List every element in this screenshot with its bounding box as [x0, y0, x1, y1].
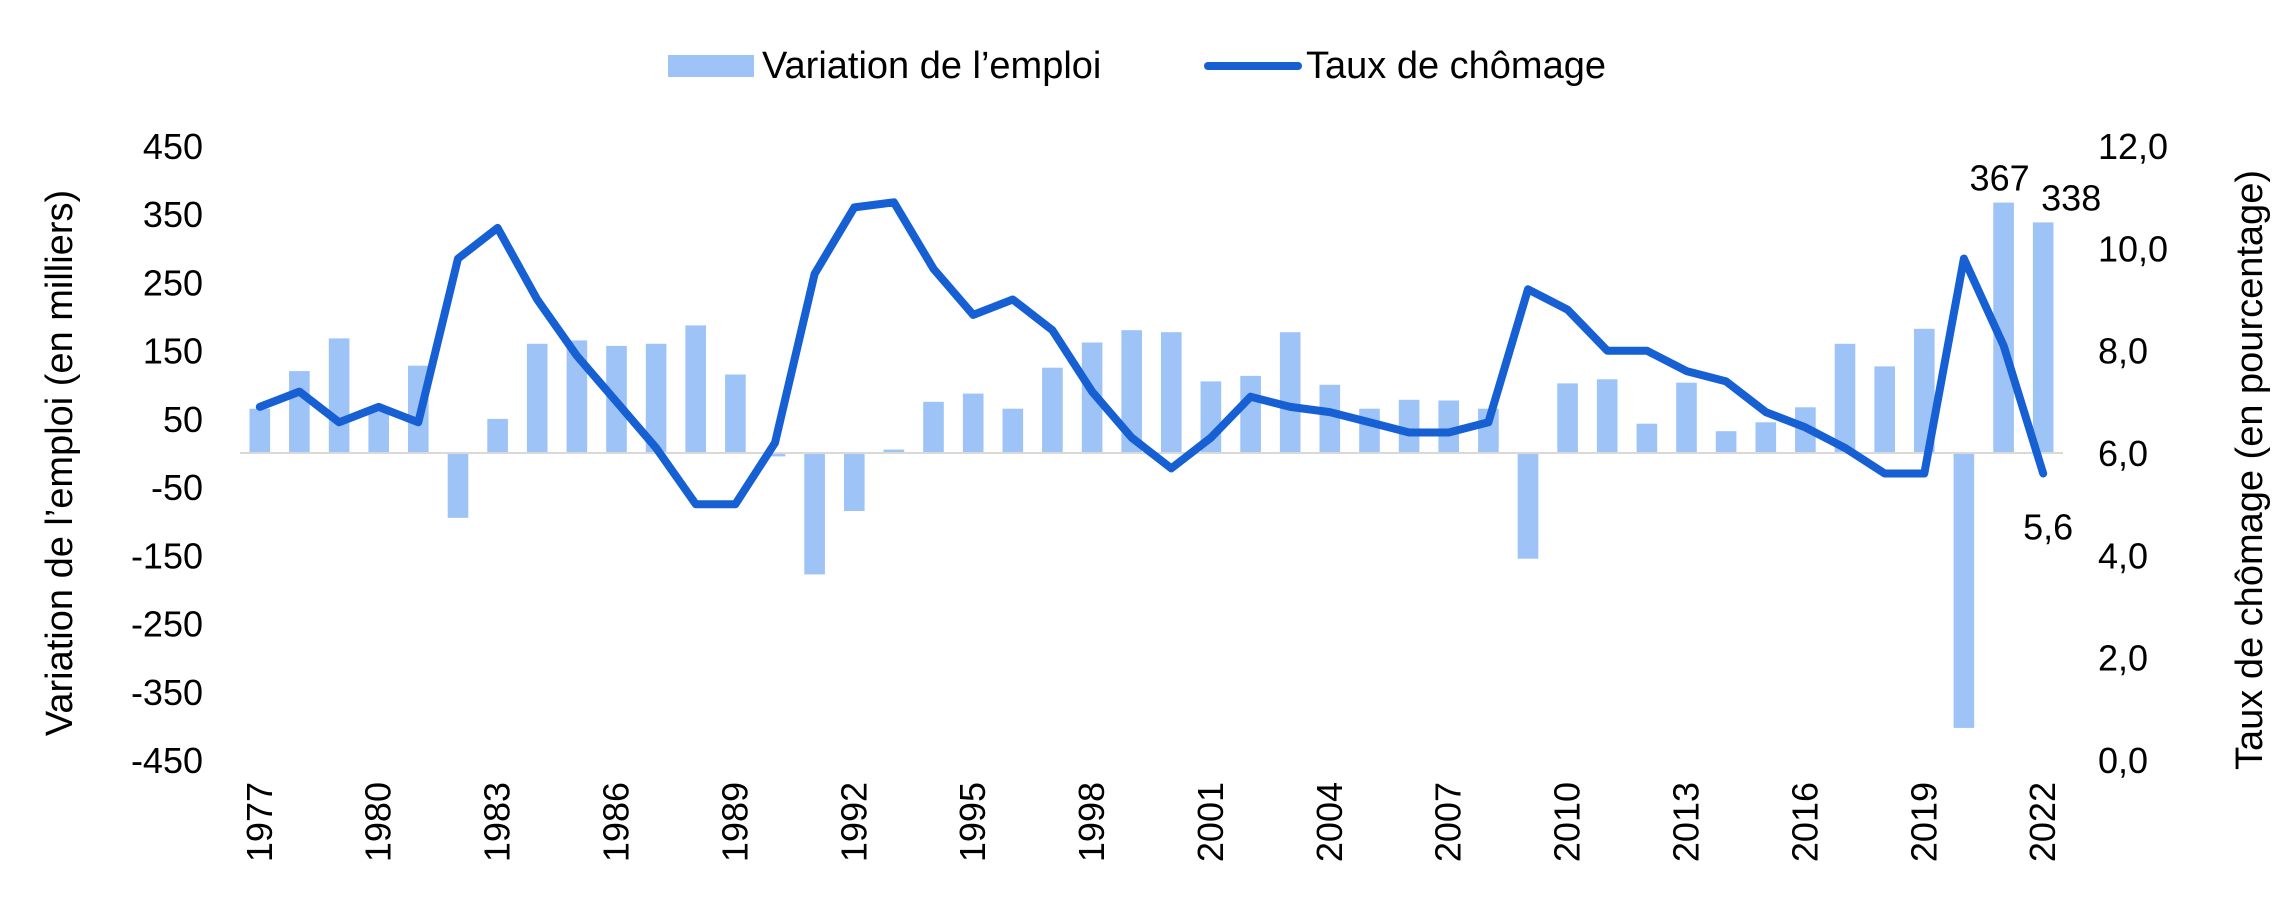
- bar-2013: [1676, 382, 1697, 453]
- bar-1980: [368, 408, 389, 453]
- x-tick-label: 1989: [714, 782, 755, 862]
- bar-1994: [923, 401, 944, 453]
- x-tick-label: 2004: [1309, 782, 1350, 862]
- bar-1997: [1042, 367, 1063, 453]
- left-tick-label: -350: [131, 672, 203, 713]
- bar-2014: [1715, 431, 1737, 453]
- left-tick-label: 150: [143, 331, 203, 372]
- right-axis-title: Taux de chômage (en pourcentage): [2229, 170, 2271, 770]
- bar-2010: [1557, 383, 1578, 453]
- bar-1995: [962, 393, 984, 453]
- bar-2009: [1517, 453, 1539, 559]
- legend: Variation de l’emploi Taux de chômage: [668, 45, 1606, 87]
- bar-2005: [1359, 408, 1380, 453]
- bar-2002: [1240, 375, 1261, 453]
- bar-1978: [289, 371, 310, 453]
- data-label-2022: 5,6: [2023, 507, 2073, 548]
- bar-2017: [1834, 343, 1856, 453]
- left-tick-label: -50: [151, 467, 203, 508]
- x-tick-label: 2010: [1547, 782, 1588, 862]
- x-tick-label: 2007: [1428, 782, 1469, 862]
- right-tick-label: 6,0: [2098, 433, 2148, 474]
- x-tick-label: 1983: [477, 782, 518, 862]
- bar-1982: [447, 453, 469, 518]
- x-axis-ticks: 1977 1980 1983 1986 1989 1992 1995 1998 2001 2004…: [239, 782, 2063, 862]
- bar-2012: [1636, 423, 1658, 453]
- data-label-2022: 338: [2041, 177, 2101, 218]
- bar-1984: [526, 343, 548, 453]
- x-tick-label: 2019: [1903, 782, 1944, 862]
- right-tick-label: 8,0: [2098, 331, 2148, 372]
- bar-2022: [2032, 222, 2054, 453]
- x-tick-label: 1980: [358, 782, 399, 862]
- bar-1979: [328, 338, 350, 453]
- x-tick-label: 2022: [2022, 782, 2063, 862]
- bar-2021: [1993, 202, 2014, 453]
- x-tick-label: 2016: [1784, 782, 1825, 862]
- bar-2018: [1874, 366, 1895, 453]
- bar-2000: [1161, 332, 1182, 453]
- right-tick-label: 4,0: [2098, 535, 2148, 576]
- left-tick-label: -450: [131, 740, 203, 781]
- x-tick-label: 1992: [833, 782, 874, 862]
- bar-1990: [764, 453, 786, 457]
- bar-1977: [249, 408, 271, 453]
- right-tick-label: 12,0: [2098, 126, 2168, 167]
- data-labels: 367 338 5,6: [1970, 158, 2102, 548]
- right-tick-label: 2,0: [2098, 638, 2148, 679]
- bar-2020: [1953, 453, 1975, 728]
- bar-2015: [1755, 422, 1777, 453]
- bar-1999: [1121, 330, 1142, 453]
- right-tick-label: 10,0: [2098, 228, 2168, 269]
- bar-1992: [844, 453, 865, 511]
- x-tick-label: 1986: [596, 782, 637, 862]
- left-axis-ticks: 450 350 250 150 50 -50 -150 -250 -350 -450: [131, 126, 203, 781]
- left-tick-label: 450: [143, 126, 203, 167]
- bar-1998: [1081, 342, 1103, 453]
- line-series-unemployment-rate: [255, 198, 2048, 509]
- left-tick-label: 350: [143, 194, 203, 235]
- bar-2011: [1596, 379, 1618, 453]
- bar-1988: [685, 325, 706, 453]
- right-tick-label: 0,0: [2098, 740, 2148, 781]
- bar-1985: [566, 340, 588, 453]
- bar-1989: [725, 374, 746, 453]
- x-tick-label: 1995: [952, 782, 993, 862]
- bar-1996: [1002, 408, 1024, 453]
- data-label-2021: 367: [1970, 158, 2030, 199]
- left-tick-label: -250: [131, 604, 203, 645]
- bar-2004: [1319, 384, 1341, 453]
- x-tick-label: 1998: [1071, 782, 1112, 862]
- legend-label-unemployment-rate: Taux de chômage: [1306, 45, 1606, 87]
- x-tick-label: 2001: [1190, 782, 1231, 862]
- right-axis-ticks: 12,0 10,0 8,0 6,0 4,0 2,0 0,0: [2098, 126, 2168, 781]
- left-tick-label: 250: [143, 262, 203, 303]
- bar-1983: [487, 418, 508, 453]
- x-tick-label: 2013: [1666, 782, 1707, 862]
- bar-2007: [1438, 400, 1459, 453]
- left-tick-label: 50: [163, 399, 203, 440]
- left-tick-label: -150: [131, 535, 203, 576]
- bar-1993: [883, 449, 905, 453]
- bar-1991: [804, 453, 825, 575]
- bar-2003: [1279, 332, 1301, 453]
- legend-swatch-employment-change: [668, 55, 754, 77]
- bar-series-employment-change: [249, 202, 2054, 728]
- bar-2006: [1398, 399, 1420, 453]
- left-axis-title: Variation de l’emploi (en milliers): [39, 190, 81, 736]
- bar-2019: [1914, 328, 1935, 453]
- bar-1987: [645, 343, 667, 453]
- x-tick-label: 1977: [239, 782, 280, 862]
- legend-label-employment-change: Variation de l’emploi: [762, 45, 1101, 87]
